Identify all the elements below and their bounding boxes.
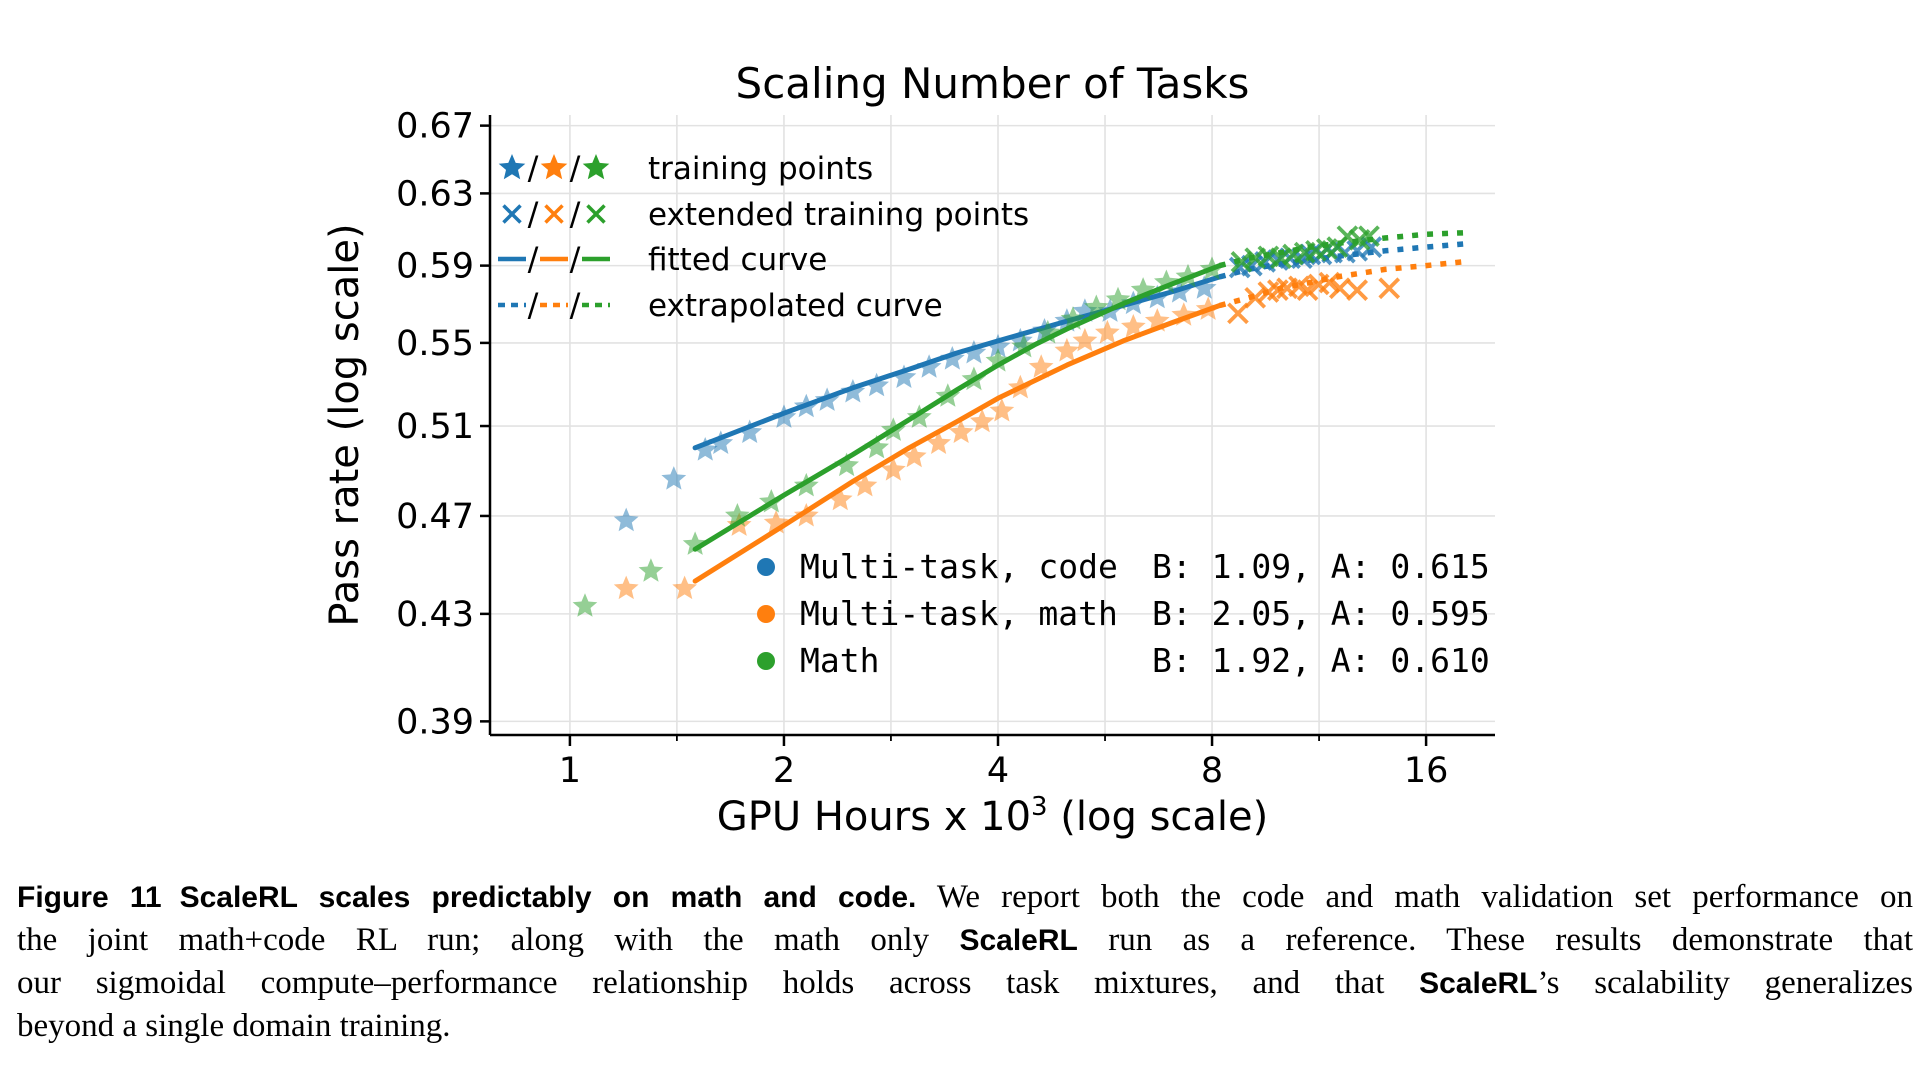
series-fit-stats: B: 2.05, A: 0.595	[1152, 594, 1490, 633]
fit-legend-row: Multi-task, code B: 1.09, A: 0.615	[757, 547, 1490, 586]
caption-figure-label: Figure 11	[17, 881, 162, 914]
y-tick-label: 0.67	[396, 107, 474, 147]
series-dot-icon	[757, 605, 775, 623]
series-name: Math	[800, 641, 879, 680]
slash-separator: /	[528, 286, 539, 324]
legend-row-x: / / extended training points	[502, 195, 1029, 233]
caption-line-4: beyond a single domain training.	[17, 1005, 1913, 1048]
fitted-curve	[692, 274, 1223, 451]
star-icon	[582, 154, 610, 180]
legend-row-dashed: / / extrapolated curve	[498, 286, 943, 324]
legend-label: extrapolated curve	[648, 288, 943, 324]
y-tick-label: 0.59	[396, 247, 474, 287]
x-marker-icon	[544, 204, 564, 224]
star-icon	[540, 154, 568, 180]
slash-separator: /	[528, 240, 539, 278]
x-tick-label: 1	[559, 751, 581, 791]
chart-title: Scaling Number of Tasks	[736, 59, 1250, 108]
series-math	[572, 225, 1472, 617]
series-fit-stats: B: 1.92, A: 0.610	[1152, 641, 1490, 680]
legend-marker-key: / / training points / / extended training poi…	[498, 149, 1029, 324]
legend-row-star: / / training points	[498, 149, 873, 187]
tick-marks	[480, 124, 1428, 746]
series-fit-stats: B: 1.09, A: 0.615	[1152, 547, 1490, 586]
y-tick-label: 0.63	[396, 174, 474, 214]
x-tick-label: 16	[1404, 751, 1449, 791]
caption-text: our sigmoidal compute–performance relati…	[17, 965, 1420, 1001]
caption-scalerl-bold: ScaleRL	[959, 924, 1078, 957]
caption-line-3: our sigmoidal compute–performance relati…	[17, 962, 1913, 1005]
series-name: Multi-task, math	[800, 594, 1118, 633]
y-axis-label: Pass rate (log scale)	[322, 223, 368, 626]
x-tick-label: 2	[773, 751, 795, 791]
x-axis-label: GPU Hours x 103 (log scale)	[717, 792, 1269, 840]
series-dot-icon	[757, 652, 775, 670]
slash-separator: /	[570, 195, 581, 233]
legend-fit-parameters: Multi-task, code B: 1.09, A: 0.615Multi-t…	[757, 547, 1490, 680]
y-tick-label: 0.51	[396, 407, 474, 447]
caption-scalerl-bold: ScaleRL	[1419, 967, 1538, 1000]
y-tick-label: 0.39	[396, 702, 474, 742]
y-tick-label: 0.47	[396, 497, 474, 537]
series-dot-icon	[757, 558, 775, 576]
slash-separator: /	[570, 149, 581, 187]
paper-figure: 0.39 0.43 0.47 0.51 0.55 0.59 0.63 0.67 1 2 4 8 16 GP…	[0, 59, 1930, 1048]
slash-separator: /	[570, 286, 581, 324]
fitted-curve	[692, 303, 1223, 584]
caption-line-2: the joint math+code RL run; along with t…	[17, 919, 1913, 962]
legend-row-line: / / fitted curve	[498, 240, 827, 278]
series-name: Multi-task, code	[800, 547, 1118, 586]
slash-separator: /	[528, 149, 539, 187]
caption-line-1: Figure 11 ScaleRL scales predictably on m…	[17, 876, 1913, 919]
caption-text: run as a reference. These results demons…	[1077, 922, 1913, 958]
y-tick-labels: 0.39 0.43 0.47 0.51 0.55 0.59 0.63 0.67	[396, 107, 474, 743]
figure-caption: Figure 11 ScaleRL scales predictably on m…	[0, 876, 1930, 1048]
x-tick-label: 8	[1201, 751, 1223, 791]
fit-legend-row: Multi-task, math B: 2.05, A: 0.595	[757, 594, 1490, 633]
caption-title-bold: ScaleRL scales predictably on math and c…	[179, 881, 917, 914]
y-tick-label: 0.55	[396, 324, 474, 364]
slash-separator: /	[570, 240, 581, 278]
x-marker-icon	[586, 204, 606, 224]
legend-label: extended training points	[648, 197, 1029, 233]
fit-legend-row: Math B: 1.92, A: 0.610	[757, 641, 1490, 680]
legend-label: training points	[648, 151, 873, 187]
extrapolated-curve	[1219, 229, 1472, 269]
y-tick-label: 0.43	[396, 595, 474, 635]
extrapolated-curve	[1218, 259, 1463, 309]
series-multi-task-math	[613, 259, 1463, 600]
caption-text: ’s scalability generalizes	[1537, 965, 1914, 1001]
star-icon	[498, 154, 526, 180]
fitted-curve	[692, 263, 1223, 552]
caption-text: We report both the code and math validat…	[916, 879, 1914, 915]
series-multi-task-code	[613, 236, 1472, 532]
x-marker-icon	[502, 204, 522, 224]
legend-label: fitted curve	[648, 242, 827, 278]
caption-text: beyond a single domain training.	[17, 1008, 451, 1044]
scaling-tasks-chart: 0.39 0.43 0.47 0.51 0.55 0.59 0.63 0.67 1 2 4 8 16 GP…	[322, 59, 1495, 840]
caption-text: the joint math+code RL run; along with t…	[17, 922, 960, 958]
slash-separator: /	[528, 195, 539, 233]
x-tick-labels: 1 2 4 8 16	[559, 751, 1449, 791]
x-tick-label: 4	[987, 751, 1009, 791]
